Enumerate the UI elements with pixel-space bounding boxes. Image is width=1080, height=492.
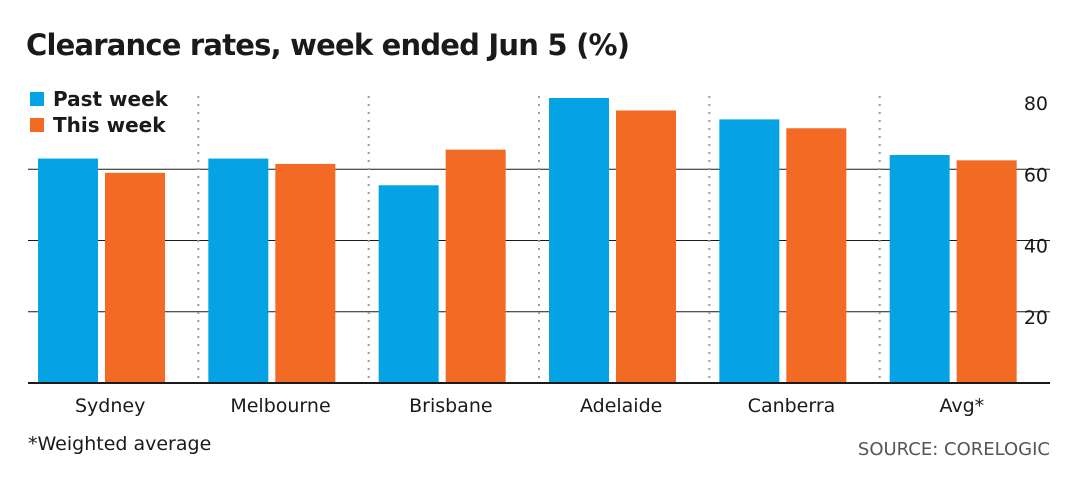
bar-past-week [38,158,98,383]
x-tick-label: Avg* [939,395,984,417]
bar-this-week [956,160,1017,383]
y-tick-label: 40 [1024,236,1048,258]
legend-swatch [30,118,44,132]
bar-past-week [549,98,609,383]
footnote: *Weighted average [28,433,212,455]
source-credit: SOURCE: CORELOGIC [857,439,1050,460]
x-tick-label: Brisbane [409,395,492,417]
bar-this-week [275,163,336,383]
y-tick-label: 80 [1024,93,1048,115]
legend-label: This week [53,113,166,137]
bar-past-week [719,119,780,383]
x-tick-label: Melbourne [230,395,330,417]
bar-this-week [445,149,506,383]
y-tick-label: 20 [1024,307,1048,329]
bar-this-week [616,110,676,383]
bar-this-week [786,128,847,383]
bar-past-week [208,158,269,383]
y-tick-label: 60 [1024,164,1048,186]
legend-background [28,88,178,112]
bar-this-week [105,172,165,383]
x-tick-label: Canberra [748,395,836,417]
legend-label: Past week [53,87,169,111]
chart-title: Clearance rates, week ended Jun 5 (%) [26,28,630,62]
legend-background [28,114,178,138]
bar-past-week [889,155,950,383]
bar-past-week [378,185,439,383]
legend-swatch [30,92,44,106]
x-tick-label: Sydney [75,395,145,417]
x-tick-label: Adelaide [580,395,662,417]
